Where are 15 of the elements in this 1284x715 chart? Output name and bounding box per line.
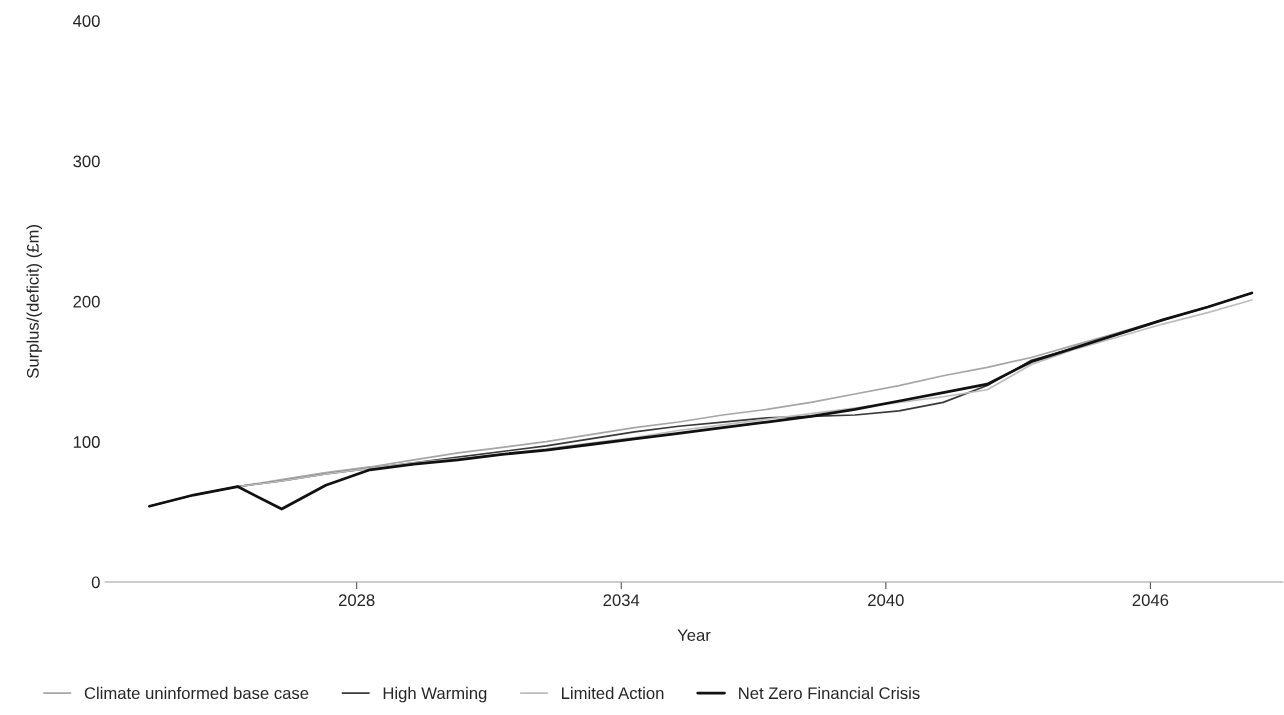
x-tick-label: 2046 bbox=[1132, 594, 1169, 607]
x-axis-title: Year bbox=[677, 629, 711, 642]
y-tick-label: 100 bbox=[73, 436, 100, 448]
y-tick-label: 300 bbox=[73, 155, 100, 168]
y-tick-label: 200 bbox=[73, 295, 100, 308]
y-axis-title: Surplus/(deficit) (£m) bbox=[26, 225, 43, 378]
legend-label: Climate uninformed base case bbox=[84, 686, 309, 700]
legend-label: Net Zero Financial Crisis bbox=[739, 686, 920, 700]
y-tick-label: 0 bbox=[91, 576, 100, 589]
y-tick-label: 400 bbox=[73, 15, 100, 27]
x-tick-label: 2028 bbox=[338, 594, 375, 607]
legend-label: High Warming bbox=[383, 686, 487, 703]
legend-label: Limited Action bbox=[562, 686, 664, 700]
x-tick-label: 2034 bbox=[603, 594, 640, 607]
x-tick-label: 2040 bbox=[868, 594, 904, 607]
